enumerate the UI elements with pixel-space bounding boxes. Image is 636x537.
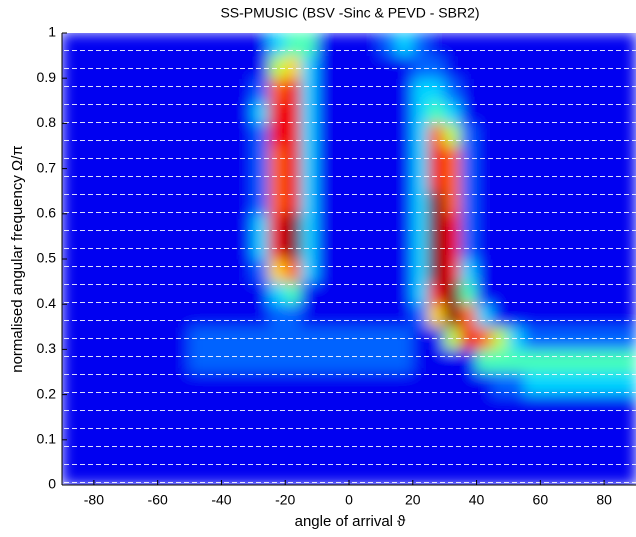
y-tick-label: 0.6 [37, 205, 57, 221]
heatmap [62, 33, 636, 485]
y-tick-label: 0.4 [37, 295, 57, 311]
x-tick-label: 80 [596, 492, 612, 508]
x-axis-label: angle of arrival ϑ [295, 513, 407, 530]
scan-lines [62, 33, 636, 485]
y-tick-label: 0.9 [37, 69, 57, 85]
y-tick-label: 0.3 [37, 340, 57, 356]
y-tick-label: 1 [48, 24, 56, 40]
chart-title: SS-PMUSIC (BSV -Sinc & PEVD - SBR2) [220, 5, 479, 21]
y-tick-label: 0.5 [37, 250, 57, 266]
axes: -80 -60 -40 -20 0 20 40 60 80 0 0.1 0.2 0.3 0.4 0.5 0.6… [37, 24, 636, 508]
x-tick-label: -40 [211, 492, 231, 508]
y-tick-label: 0.8 [37, 114, 57, 130]
x-tick-label: 40 [469, 492, 485, 508]
x-tick-label: -20 [275, 492, 295, 508]
y-tick-label: 0.2 [37, 385, 57, 401]
x-tick-label: 20 [405, 492, 421, 508]
y-tick-label: 0.1 [37, 431, 57, 447]
x-tick-label: -80 [84, 492, 104, 508]
x-tick-label: 0 [345, 492, 353, 508]
y-tick-label: 0.7 [37, 159, 57, 175]
x-tick-label: -60 [148, 492, 168, 508]
y-axis-label: normalised angular frequency Ω/π [9, 145, 26, 373]
x-tick-label: 60 [533, 492, 549, 508]
y-tick-label: 0 [48, 476, 56, 492]
